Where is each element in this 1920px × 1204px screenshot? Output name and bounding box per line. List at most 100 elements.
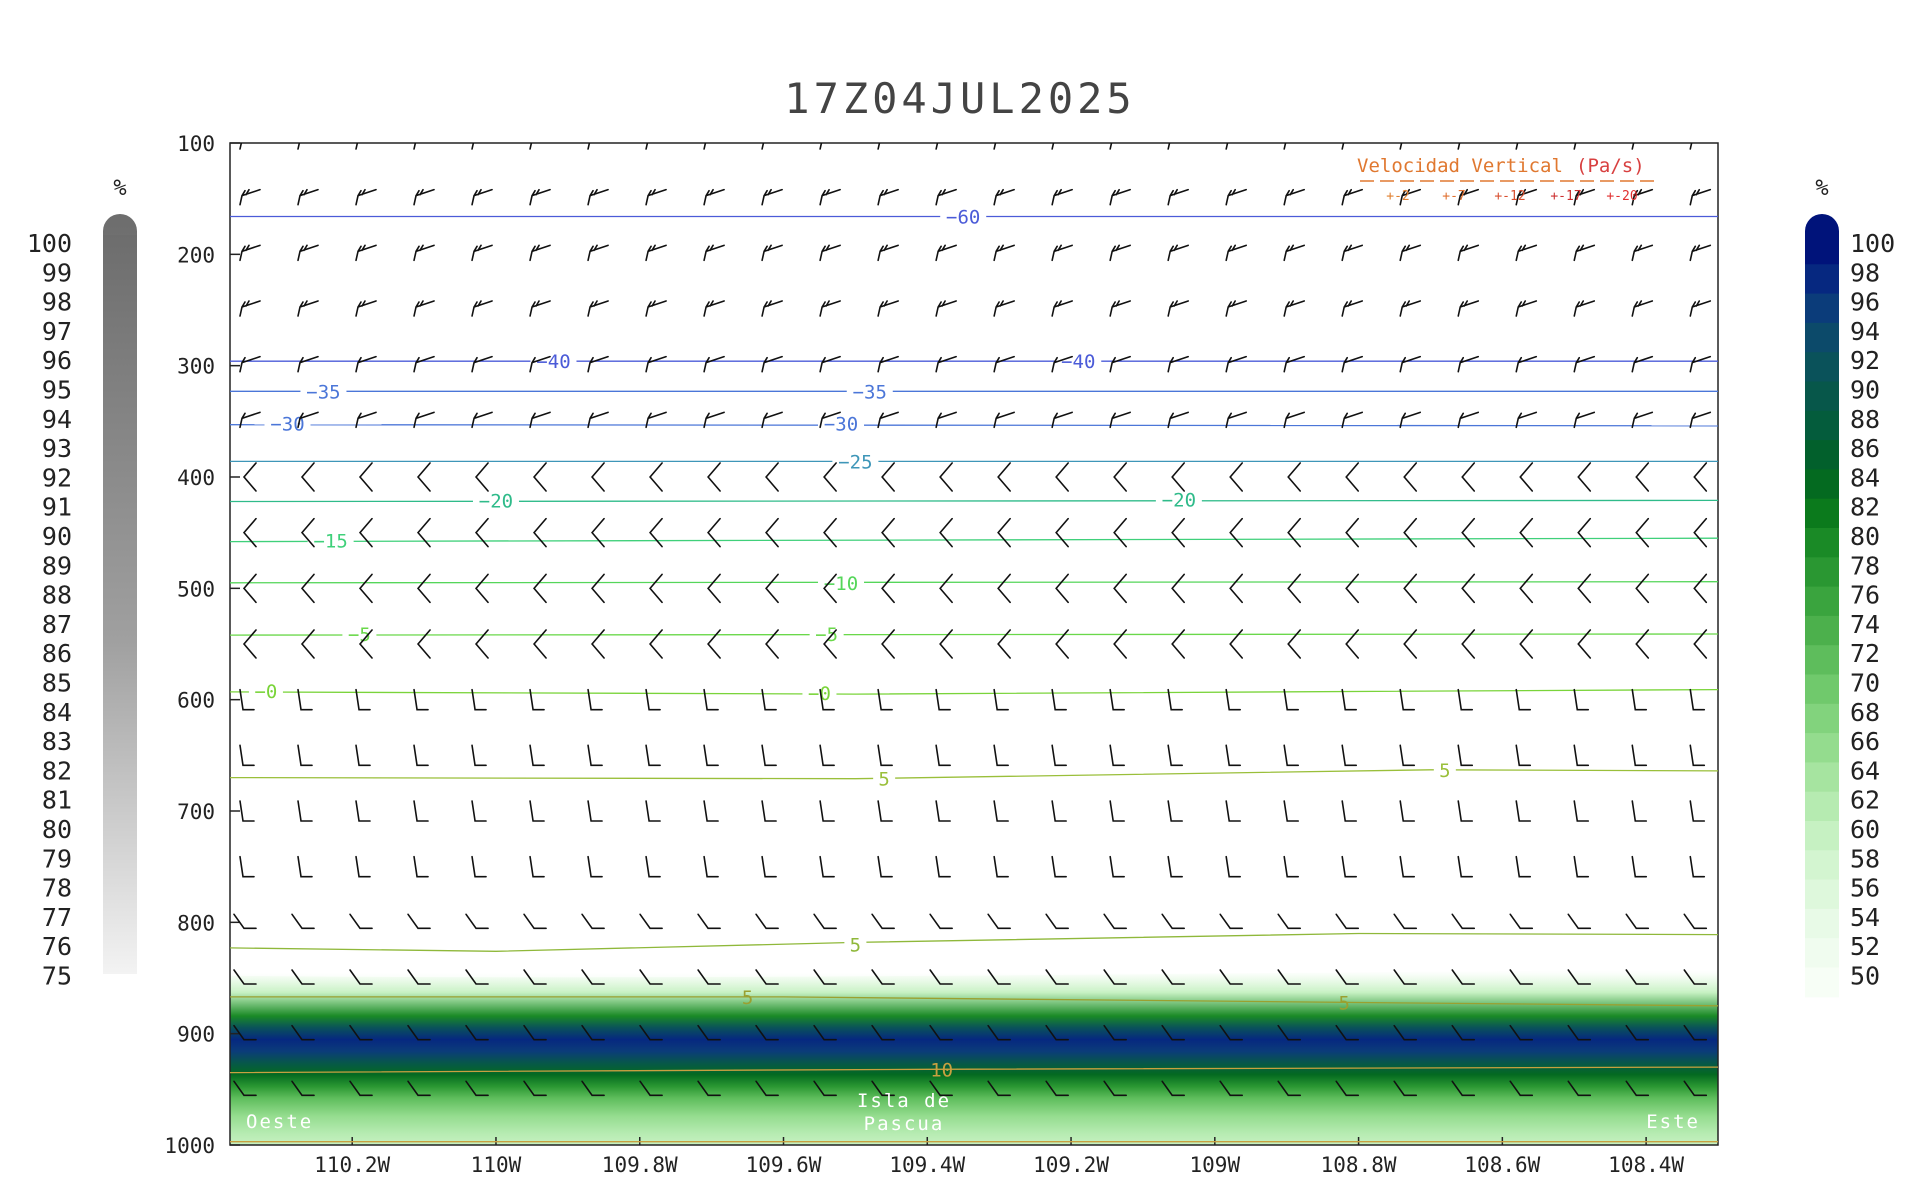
wind-barb — [1045, 1024, 1069, 1041]
vv-value: +-17 — [1550, 189, 1581, 204]
wind-barb — [355, 300, 377, 317]
wind-barb — [1171, 629, 1185, 659]
temperature-contour-line — [230, 581, 1718, 584]
wind-barb — [929, 1024, 953, 1041]
wind-barb — [1051, 355, 1073, 373]
wind-barb — [819, 300, 841, 317]
wind-barb — [1341, 300, 1364, 317]
wind-barb — [1577, 462, 1592, 492]
legend-right-label: 64 — [1850, 756, 1880, 785]
wind-barb — [1457, 855, 1474, 878]
temperature-contour-label: −15 — [313, 530, 347, 552]
wind-barb — [465, 913, 489, 930]
wind-barb — [413, 744, 429, 767]
legend-right-swatch — [1805, 557, 1839, 588]
wind-barb — [1051, 688, 1067, 711]
humidity-area — [230, 969, 1718, 1145]
wind-barb — [1515, 800, 1532, 822]
temperature-contour-label: 5 — [1338, 992, 1349, 1014]
wind-barb — [471, 855, 487, 878]
wind-barb — [935, 411, 957, 429]
wind-barb — [1519, 629, 1534, 659]
wind-barb — [291, 1024, 315, 1041]
y-tick-label: 500 — [177, 577, 215, 601]
wind-barb — [1625, 1080, 1650, 1097]
wind-barb — [703, 800, 719, 822]
x-tick-label: 109.8W — [602, 1153, 678, 1177]
contour-label-bg — [1155, 488, 1202, 511]
wind-barb — [529, 800, 545, 822]
chart-title: 17Z04JUL2025 — [784, 74, 1135, 123]
legend-right-label: 86 — [1850, 434, 1880, 463]
wind-barb — [993, 688, 1009, 711]
wind-barb — [1393, 913, 1418, 930]
legend-right-swatch — [1805, 850, 1839, 881]
x-tick-label: 109W — [1190, 1153, 1241, 1177]
wind-barb — [871, 913, 895, 930]
wind-barb — [1573, 143, 1577, 150]
wind-barb — [591, 517, 605, 548]
y-tick-label: 400 — [177, 466, 215, 490]
wind-barb — [765, 517, 779, 548]
legend-right-label: 78 — [1850, 551, 1880, 580]
wind-barb — [649, 462, 663, 492]
wind-barb — [587, 143, 591, 150]
contour-label-bg — [307, 529, 354, 552]
wind-barb — [529, 244, 551, 262]
wind-barb — [1225, 355, 1247, 373]
wind-barb — [1573, 744, 1590, 767]
legend-right-swatch — [1805, 967, 1839, 998]
wind-barb — [1625, 913, 1650, 930]
wind-barb — [703, 143, 707, 150]
wind-barb — [1515, 244, 1538, 262]
wind-barb — [297, 411, 319, 429]
wind-barb — [529, 411, 551, 429]
wind-barb — [1345, 462, 1360, 492]
legend-right-label: 88 — [1850, 405, 1880, 434]
wind-barb — [233, 913, 257, 930]
wind-barb — [1399, 855, 1416, 878]
wind-barb — [349, 1080, 373, 1097]
wind-barb — [1399, 300, 1422, 317]
wind-barb — [993, 300, 1015, 317]
wind-barb — [1283, 688, 1300, 711]
wind-barb — [1167, 688, 1183, 711]
wind-barb — [1341, 244, 1364, 262]
wind-barb — [1103, 1024, 1127, 1041]
wind-barb — [997, 629, 1011, 659]
wind-barb — [1509, 913, 1534, 930]
wind-barb — [291, 1080, 315, 1097]
wind-barb — [416, 629, 431, 659]
plot-frame — [229, 142, 1719, 1146]
wind-barb — [471, 355, 493, 373]
wind-barb — [523, 1024, 547, 1041]
wind-barb — [707, 629, 721, 659]
legend-left-label: 78 — [42, 874, 72, 903]
wind-barb — [1519, 462, 1534, 492]
wind-barb — [1689, 188, 1712, 206]
legend-left: % 100999897969594939291908988878685848382… — [27, 176, 137, 991]
wind-barb — [413, 411, 435, 429]
wind-barb — [1399, 744, 1416, 767]
wind-barb — [1631, 244, 1654, 262]
wind-barb — [1457, 300, 1480, 317]
wind-barb — [819, 355, 841, 373]
wind-barb — [1229, 629, 1243, 659]
legend-left-label: 75 — [42, 962, 72, 991]
wind-barb — [1509, 1080, 1534, 1097]
wind-barb — [1277, 1080, 1302, 1097]
wind-barb — [529, 355, 551, 373]
wind-barb — [1457, 744, 1474, 767]
wind-barb — [703, 300, 725, 317]
wind-barb — [1225, 800, 1241, 822]
wind-barb — [1693, 517, 1708, 548]
wind-barb — [993, 411, 1015, 429]
wind-barb — [935, 688, 951, 711]
wind-barb — [581, 1080, 605, 1097]
wind-barb — [1229, 517, 1243, 548]
wind-barb — [1219, 1024, 1243, 1041]
temperature-contours: −60−40 −40−35 −35−30 −30−25−20 −20−15−10−5 −5… — [230, 205, 1718, 1143]
wind-barb — [1515, 300, 1538, 317]
wind-barb — [1509, 1024, 1534, 1041]
